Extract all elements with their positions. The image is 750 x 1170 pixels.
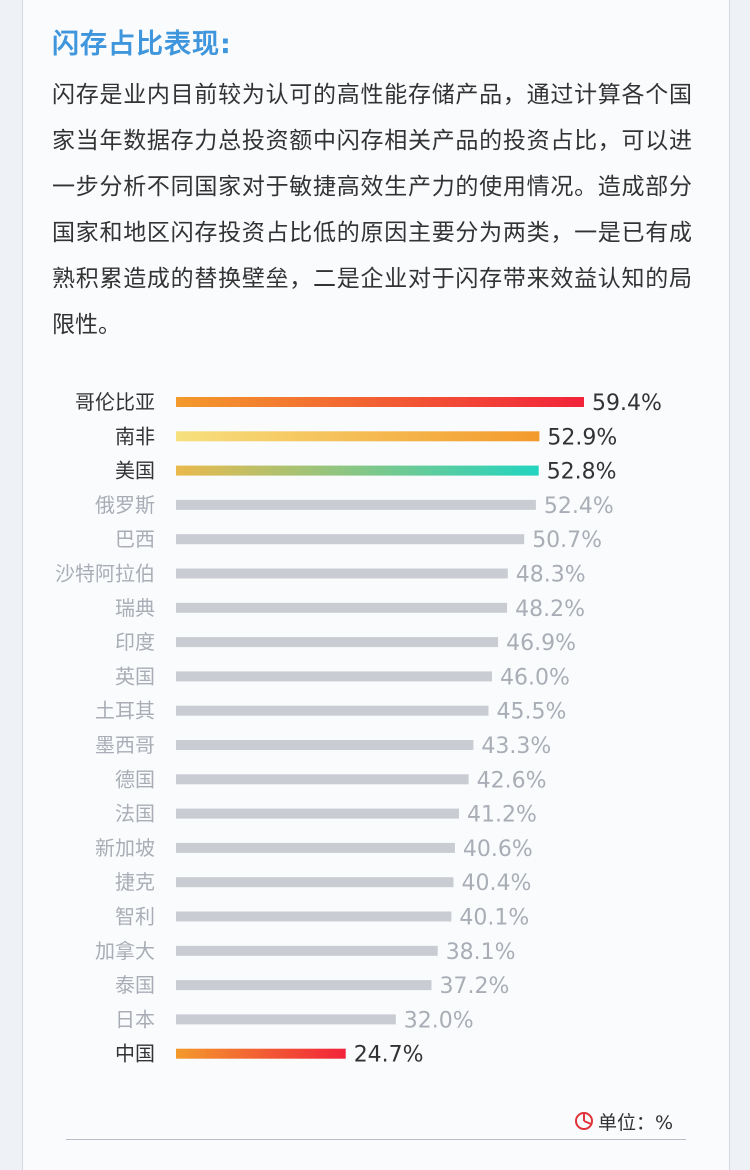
pie-chart-icon bbox=[575, 1112, 593, 1130]
value-label: 41.2% bbox=[467, 803, 537, 828]
bar bbox=[176, 465, 539, 476]
value-label: 59.4% bbox=[592, 391, 662, 416]
category-label: 墨西哥 bbox=[95, 733, 155, 757]
value-label: 50.7% bbox=[532, 528, 602, 553]
value-label: 40.4% bbox=[462, 871, 532, 896]
value-label: 43.3% bbox=[481, 734, 551, 759]
bar bbox=[176, 705, 489, 716]
bar bbox=[176, 877, 454, 888]
bar bbox=[176, 911, 452, 922]
value-label: 38.1% bbox=[446, 940, 516, 965]
category-label: 德国 bbox=[115, 767, 155, 791]
bar bbox=[176, 637, 499, 648]
bar bbox=[176, 568, 508, 579]
value-label: 24.7% bbox=[354, 1043, 424, 1068]
category-label: 英国 bbox=[115, 664, 155, 688]
value-label: 46.9% bbox=[506, 631, 576, 656]
category-label: 哥伦比亚 bbox=[75, 390, 155, 414]
bar bbox=[176, 602, 508, 613]
category-label: 南非 bbox=[115, 424, 155, 448]
bar bbox=[176, 980, 432, 991]
category-label: 俄罗斯 bbox=[95, 493, 155, 517]
bar bbox=[176, 397, 584, 407]
content-card bbox=[22, 0, 730, 1170]
value-label: 46.0% bbox=[500, 665, 570, 690]
category-label: 土耳其 bbox=[95, 699, 155, 723]
bar bbox=[176, 740, 474, 750]
bar bbox=[176, 499, 536, 510]
bar bbox=[176, 842, 455, 853]
bar bbox=[176, 431, 540, 442]
unit-label: 单位：% bbox=[598, 1111, 674, 1134]
value-label: 45.5% bbox=[497, 700, 567, 725]
value-label: 32.0% bbox=[404, 1008, 474, 1033]
value-label: 52.4% bbox=[544, 494, 614, 519]
category-label: 美国 bbox=[115, 459, 155, 483]
category-label: 印度 bbox=[115, 630, 155, 654]
bar bbox=[176, 945, 438, 956]
category-label: 日本 bbox=[115, 1007, 155, 1031]
bar bbox=[176, 671, 492, 682]
category-label: 中国 bbox=[115, 1042, 155, 1066]
category-label: 瑞典 bbox=[115, 596, 155, 620]
section-paragraph: 闪存是业内目前较为认可的高性能存储产品，通过计算各个国家当年数据存力总投资额中闪… bbox=[52, 82, 692, 338]
value-label: 48.3% bbox=[516, 563, 586, 588]
bar bbox=[176, 1048, 346, 1059]
category-label: 泰国 bbox=[115, 973, 155, 997]
value-label: 40.1% bbox=[459, 906, 529, 931]
category-label: 沙特阿拉伯 bbox=[55, 562, 155, 586]
value-label: 37.2% bbox=[440, 974, 510, 999]
value-label: 52.9% bbox=[547, 425, 617, 450]
category-label: 捷克 bbox=[115, 870, 155, 894]
bar bbox=[176, 808, 459, 819]
category-label: 巴西 bbox=[115, 527, 155, 551]
category-label: 智利 bbox=[115, 905, 155, 929]
value-label: 48.2% bbox=[515, 597, 585, 622]
category-label: 法国 bbox=[115, 802, 155, 826]
bar bbox=[176, 774, 469, 785]
category-label: 加拿大 bbox=[95, 939, 155, 963]
value-label: 42.6% bbox=[477, 768, 547, 793]
value-label: 40.6% bbox=[463, 837, 533, 862]
bottom-divider bbox=[66, 1139, 686, 1140]
value-label: 52.8% bbox=[547, 460, 617, 485]
category-label: 新加坡 bbox=[95, 836, 155, 860]
section-title: 闪存占比表现: bbox=[52, 29, 232, 60]
unit-note: 单位：% bbox=[574, 1108, 673, 1134]
bar bbox=[176, 1014, 396, 1025]
bar bbox=[176, 534, 525, 545]
